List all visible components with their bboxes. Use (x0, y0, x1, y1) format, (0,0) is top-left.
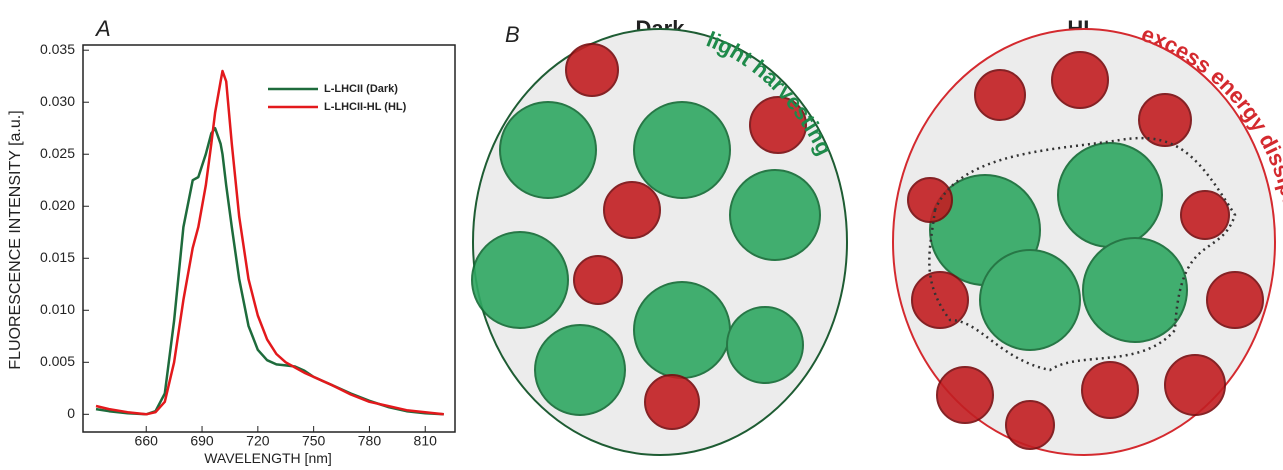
x-tick-label: 720 (246, 433, 270, 449)
x-tick-label: 690 (190, 433, 214, 449)
x-tick-label: 750 (302, 433, 326, 449)
panel-label: A (94, 16, 111, 41)
figure: A WAVELENGTH [nm] FLUORESCENCE INTENSITY… (0, 0, 1283, 470)
y-tick-label: 0.020 (40, 197, 75, 213)
panel-label: B (505, 22, 520, 47)
y-tick-label: 0.010 (40, 301, 75, 317)
x-tick-label: 810 (414, 433, 438, 449)
y-tick-label: 0 (67, 405, 75, 421)
y-tick-label: 0.035 (40, 41, 75, 57)
y-tick-label: 0.005 (40, 353, 75, 369)
x-tick-label: 780 (358, 433, 382, 449)
y-axis-title: FLUORESCENCE INTENSITY [a.u.] (7, 110, 24, 369)
y-tick-label: 0.030 (40, 93, 75, 109)
legend-label: L-LHCII-HL (HL) (324, 101, 407, 113)
legend-label: L-LHCII (Dark) (324, 83, 398, 95)
series-line (96, 128, 444, 414)
y-tick-label: 0.015 (40, 249, 75, 265)
x-axis-title: WAVELENGTH [nm] (204, 450, 332, 466)
y-tick-label: 0.025 (40, 145, 75, 161)
x-tick-label: 660 (135, 433, 159, 449)
